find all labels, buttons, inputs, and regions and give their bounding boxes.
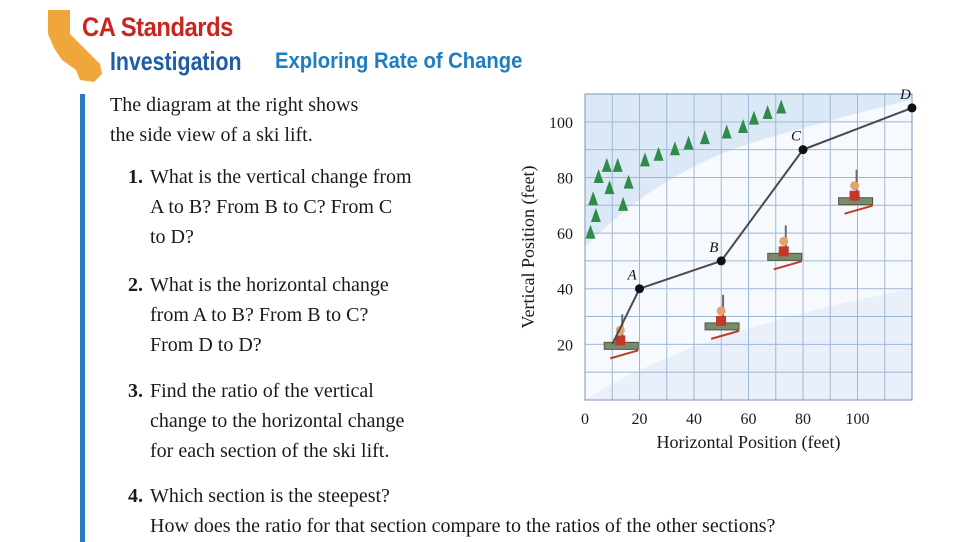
left-accent-bar: [80, 94, 85, 542]
x-axis-title: Horizontal Position (feet): [657, 432, 841, 453]
ski: [609, 349, 639, 360]
pine-tree-icon: [639, 152, 650, 167]
skier-body: [778, 246, 789, 257]
point-label-d: D: [899, 88, 911, 103]
ski-lift-chart: A B C D 20 40 60 80 100 0 20 40 60 80 100 Horizontal P…: [518, 88, 917, 453]
question-number: 1.: [128, 166, 143, 188]
point-a: [635, 284, 644, 294]
pine-tree-icon: [738, 118, 749, 133]
pine-tree-icon: [601, 157, 612, 172]
question-number: 2.: [128, 274, 143, 296]
question-line: What is the horizontal change: [150, 274, 389, 296]
y-tick-label: 20: [557, 337, 573, 354]
lift-cable-series: A B C D: [611, 88, 917, 345]
skier-body: [849, 190, 860, 201]
pine-tree-icon: [623, 174, 634, 189]
question-line: change to the horizontal change: [150, 410, 405, 432]
pine-tree-icon: [585, 224, 596, 239]
x-tick-label: 40: [686, 411, 702, 428]
question-line: Find the ratio of the vertical: [150, 380, 374, 402]
y-tick-label: 40: [557, 282, 573, 299]
question-number: 4.: [128, 485, 143, 507]
plot-border: [584, 93, 913, 401]
ski: [844, 204, 873, 215]
pine-tree-icon: [748, 110, 759, 125]
pine-tree-icon: [618, 196, 629, 211]
point-c: [798, 145, 808, 155]
y-tick-label: 80: [557, 170, 573, 187]
pine-tree-icon: [593, 169, 604, 184]
point-label-c: C: [791, 129, 802, 145]
pine-tree-icon: [590, 207, 601, 222]
section-label: Investigation: [110, 46, 242, 76]
pine-tree-icon: [683, 135, 694, 150]
question-line: from A to B? From B to C?: [150, 304, 369, 326]
question-line: How does the ratio for that section comp…: [150, 515, 776, 537]
chart-grid: [584, 93, 913, 401]
pine-tree-icon: [699, 130, 710, 145]
skier-head: [850, 181, 860, 191]
question-line: From D to D?: [150, 334, 262, 356]
intro-text: The diagram at the right shows the side …: [110, 90, 440, 150]
x-tick-label: 60: [741, 411, 757, 428]
question-1: 1. What is the vertical change from A to …: [128, 162, 478, 252]
x-tick-label: 80: [795, 411, 811, 428]
ca-standards-label: CA Standards: [82, 12, 233, 42]
y-tick-label: 100: [549, 115, 573, 132]
pine-tree-icon: [653, 146, 664, 161]
california-map-icon: [48, 10, 102, 82]
skier-body: [716, 315, 727, 326]
point-label-b: B: [709, 240, 718, 256]
question-line: for each section of the ski lift.: [150, 440, 390, 462]
question-number: 3.: [128, 380, 143, 402]
ski: [710, 329, 740, 340]
pine-tree-icon: [721, 124, 732, 139]
intro-line: the side view of a ski lift.: [110, 124, 313, 146]
question-line: What is the vertical change from: [150, 166, 412, 188]
question-4: 4. Which section is the steepest? How doe…: [128, 481, 968, 541]
question-3: 3. Find the ratio of the vertical change …: [128, 376, 488, 466]
question-line: A to B? From B to C? From C: [150, 196, 393, 218]
pine-tree-icon: [762, 105, 773, 120]
skier-head: [716, 306, 726, 316]
point-d: [907, 103, 917, 113]
x-tick-label: 0: [581, 411, 589, 428]
point-label-a: A: [627, 268, 638, 284]
question-2: 2. What is the horizontal change from A t…: [128, 270, 458, 360]
pine-tree-icon: [604, 180, 615, 195]
question-line: to D?: [150, 226, 194, 248]
pine-tree-icon: [669, 141, 680, 156]
point-b: [716, 256, 726, 266]
pine-tree-icon: [588, 191, 599, 206]
investigation-title: Exploring Rate of Change: [275, 48, 523, 73]
chart-labels: 20 40 60 80 100 0 20 40 60 80 100 Horizontal Positi…: [518, 115, 870, 453]
pine-tree-icon: [776, 99, 787, 114]
skier-body: [615, 335, 626, 346]
x-tick-label: 20: [632, 411, 648, 428]
ski-scene-illustration: [585, 99, 874, 360]
skier-head: [779, 236, 789, 246]
intro-line: The diagram at the right shows: [110, 94, 359, 116]
y-tick-label: 60: [557, 226, 573, 243]
question-line: Which section is the steepest?: [150, 485, 390, 507]
y-axis-title: Vertical Position (feet): [518, 166, 539, 329]
ski: [773, 260, 803, 271]
pine-tree-icon: [612, 157, 623, 172]
x-tick-label: 100: [846, 411, 870, 428]
